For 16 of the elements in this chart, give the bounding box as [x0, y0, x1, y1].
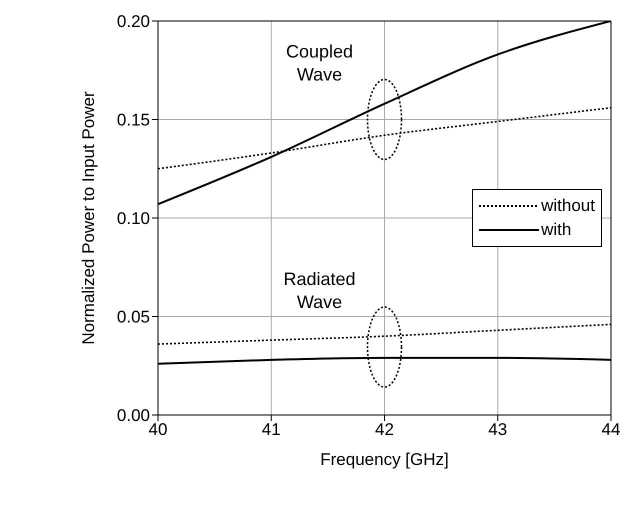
x-axis-title: Frequency [GHz]: [320, 450, 449, 469]
x-tick-label: 44: [602, 420, 620, 440]
legend-label: without: [541, 195, 595, 218]
x-tick-label: 43: [488, 420, 508, 440]
x-tick-label: 40: [148, 420, 168, 440]
x-tick-label: 42: [375, 420, 394, 440]
y-tick-label: 0.20: [116, 12, 150, 32]
annotation: Coupled Wave: [286, 42, 354, 84]
y-tick-label: 0.10: [116, 209, 150, 228]
y-tick-label: 0.15: [116, 110, 150, 130]
y-tick-label: 0.05: [116, 308, 150, 327]
y-tick-label: 0.00: [116, 406, 150, 426]
x-tick-label: 41: [262, 420, 281, 440]
legend-label: with: [541, 219, 572, 242]
y-axis-title: Normalized Power to Input Power: [79, 91, 98, 345]
annotation: Radiated Wave: [283, 269, 356, 312]
